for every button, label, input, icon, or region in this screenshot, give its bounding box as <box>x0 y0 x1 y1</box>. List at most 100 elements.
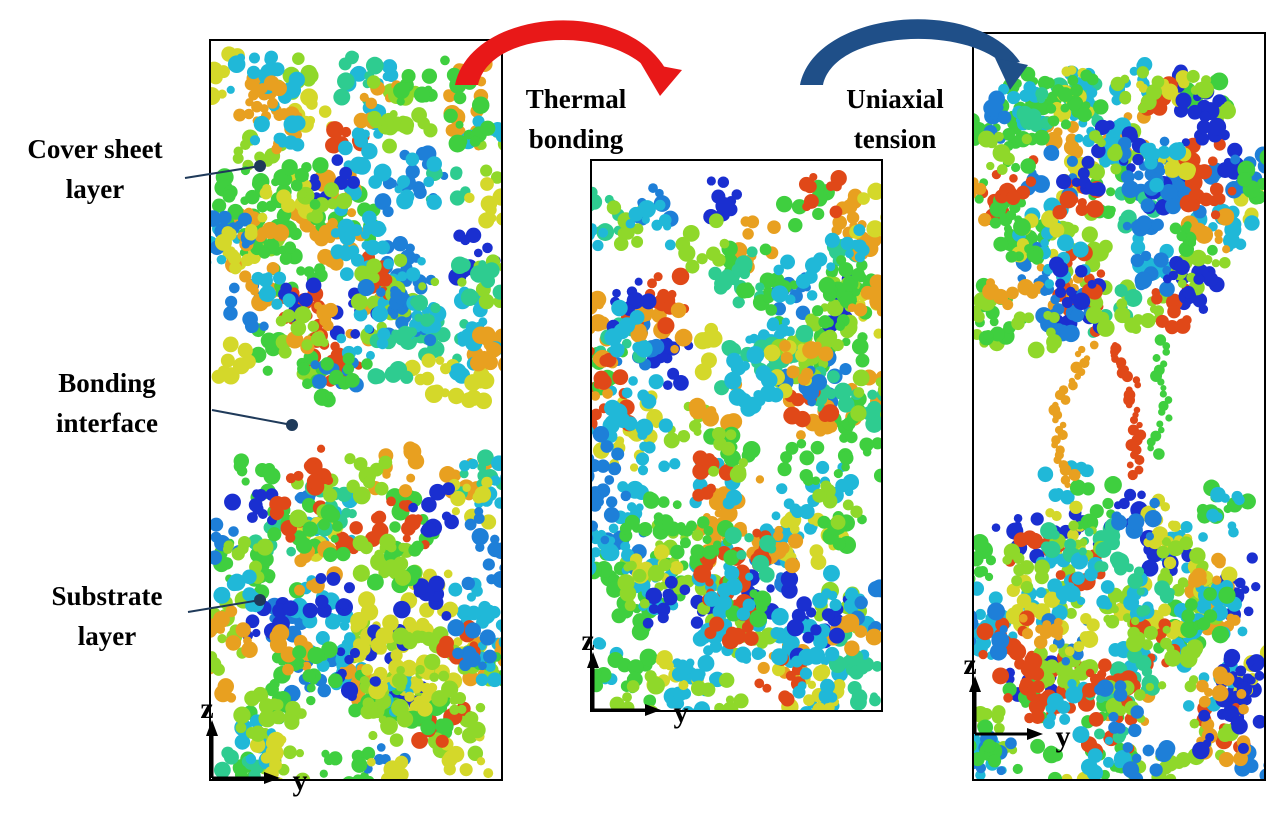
molecule <box>1199 192 1213 207</box>
molecule <box>421 68 438 84</box>
molecule <box>1130 705 1144 719</box>
molecule <box>245 189 260 205</box>
molecule <box>429 672 440 683</box>
molecule <box>353 345 363 355</box>
molecules-panel-2 <box>591 170 882 711</box>
molecule <box>591 368 592 374</box>
molecule <box>1023 312 1035 324</box>
molecule <box>721 340 738 357</box>
molecule <box>978 213 992 227</box>
molecule <box>1133 406 1141 414</box>
molecule <box>766 584 775 593</box>
molecule <box>502 130 515 143</box>
molecule <box>760 371 778 389</box>
molecule <box>449 704 460 715</box>
molecule <box>591 507 592 513</box>
molecule <box>1137 102 1149 114</box>
molecule <box>413 578 430 595</box>
molecule <box>241 641 258 658</box>
molecule <box>1106 187 1116 197</box>
molecule <box>803 521 817 535</box>
molecule <box>340 126 352 138</box>
molecule <box>430 277 440 287</box>
molecule <box>402 616 417 631</box>
molecule <box>453 726 463 736</box>
molecule <box>679 584 691 596</box>
molecule <box>703 525 714 536</box>
molecule <box>378 715 388 724</box>
molecule <box>1129 516 1143 531</box>
molecule <box>1188 571 1204 587</box>
molecule <box>213 586 231 604</box>
molecule <box>510 361 519 370</box>
molecule <box>212 198 227 213</box>
molecule <box>369 220 386 237</box>
molecule <box>355 781 370 796</box>
molecule <box>973 533 989 552</box>
axis-label: y <box>1056 720 1071 753</box>
molecule <box>1013 779 1018 780</box>
molecule <box>1077 167 1090 180</box>
molecule <box>997 110 1012 125</box>
molecule <box>1104 736 1114 745</box>
molecule <box>259 321 269 332</box>
molecule <box>487 213 497 223</box>
molecule <box>239 270 252 283</box>
molecule <box>693 565 712 583</box>
molecule <box>1055 570 1066 580</box>
molecule <box>397 271 408 282</box>
molecule <box>591 294 599 307</box>
molecule <box>367 110 382 125</box>
molecule <box>1151 75 1165 89</box>
molecule <box>670 544 685 560</box>
molecule <box>1189 547 1206 564</box>
molecule <box>497 357 502 372</box>
molecule <box>609 696 625 711</box>
molecule <box>1080 467 1091 478</box>
molecule <box>591 426 594 436</box>
molecule <box>426 194 442 210</box>
molecule <box>1227 521 1237 531</box>
molecule <box>256 201 269 213</box>
molecule <box>973 740 977 752</box>
molecule <box>620 541 631 552</box>
molecule <box>1167 304 1181 319</box>
molecule <box>612 288 621 298</box>
molecule <box>1151 529 1165 543</box>
leader-dot <box>286 419 298 431</box>
molecule <box>411 540 424 554</box>
molecule <box>262 183 272 194</box>
molecule <box>1091 143 1106 159</box>
molecule <box>471 585 483 597</box>
molecule <box>1264 181 1265 188</box>
molecule <box>957 737 969 749</box>
molecule <box>690 668 705 684</box>
molecule <box>352 564 370 582</box>
molecule <box>982 738 996 753</box>
molecule <box>315 631 330 646</box>
axis-label: z <box>963 648 976 681</box>
molecule <box>697 516 710 529</box>
molecule <box>592 425 610 443</box>
molecule <box>1237 172 1252 187</box>
molecule <box>1276 227 1280 240</box>
molecule <box>295 660 304 669</box>
molecule <box>739 268 751 280</box>
molecule <box>296 266 306 276</box>
molecule <box>658 558 672 572</box>
molecule <box>1061 296 1073 309</box>
molecule <box>222 367 240 385</box>
molecule <box>643 441 656 454</box>
molecule <box>366 573 384 591</box>
molecule <box>235 722 247 734</box>
molecule <box>337 140 353 156</box>
molecule <box>771 662 786 677</box>
molecule <box>1153 252 1169 268</box>
molecule <box>736 549 747 561</box>
molecule <box>369 676 379 686</box>
molecule <box>1134 455 1145 465</box>
molecule <box>411 731 429 749</box>
molecule <box>1131 616 1140 626</box>
molecule <box>1251 581 1261 592</box>
